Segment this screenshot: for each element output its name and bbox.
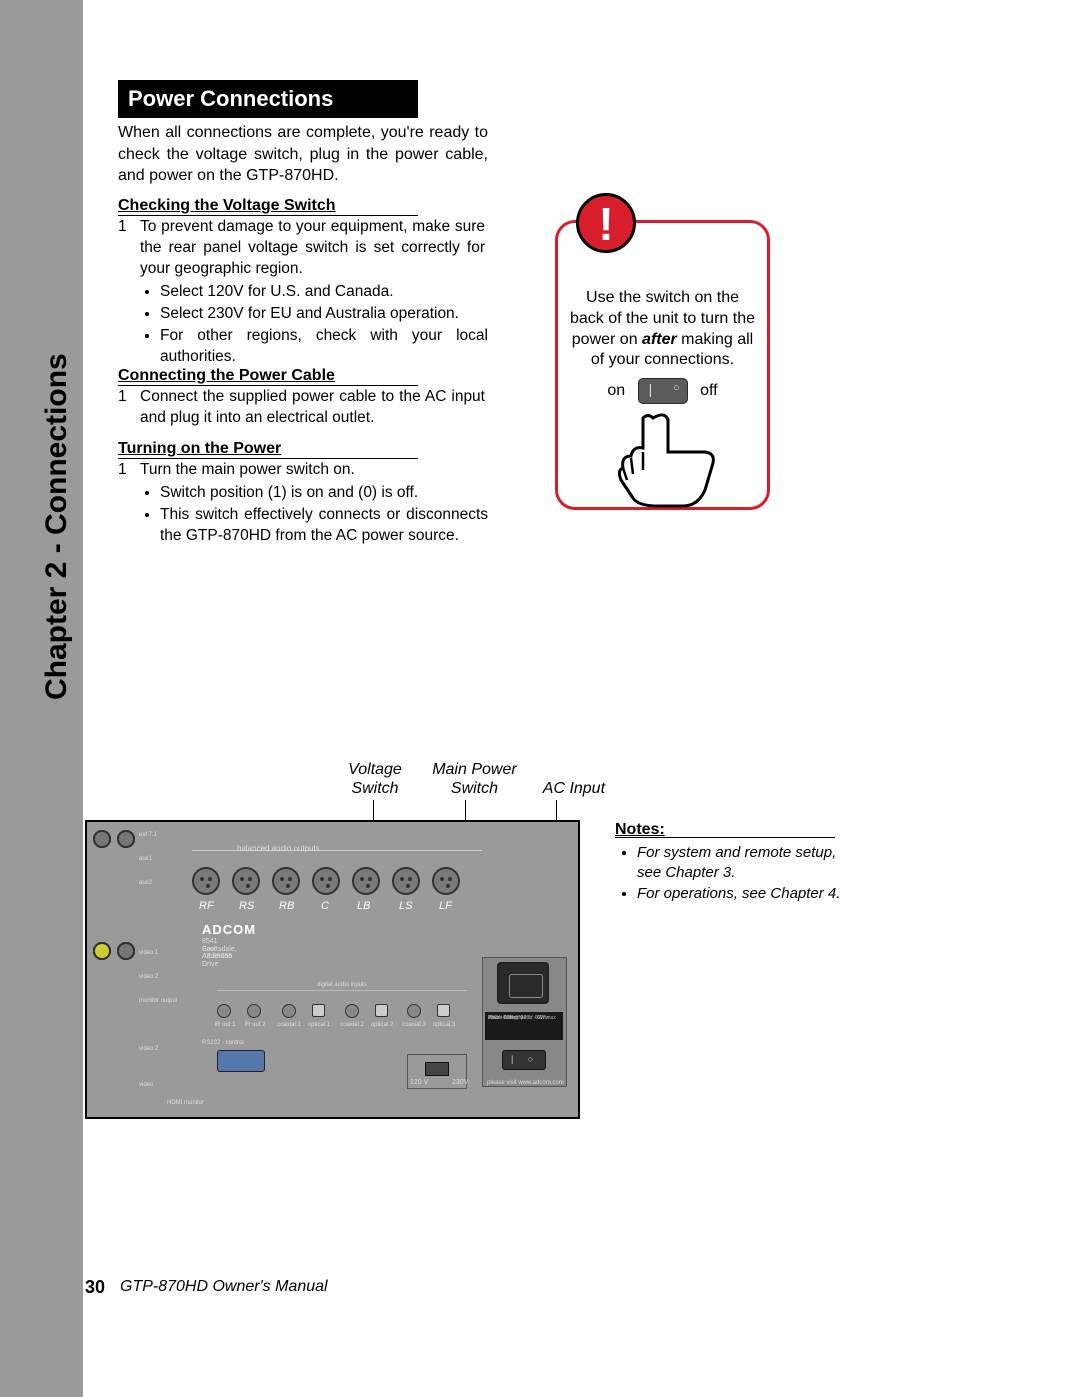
subheading-voltage: Checking the Voltage Switch — [118, 197, 418, 216]
step-text: Turn the main power switch on. — [140, 460, 485, 481]
hand-icon — [613, 408, 723, 508]
label-off: off — [700, 382, 718, 399]
footer-title: GTP-870HD Owner's Manual — [120, 1278, 328, 1296]
step-text: To prevent damage to your equipment, mak… — [140, 217, 485, 280]
section-title: Power Connections — [118, 80, 418, 118]
diagram-labels: Voltage Switch Main Power Switch AC Inpu… — [335, 760, 614, 798]
block-power: 1Turn the main power switch on. Switch p… — [118, 460, 488, 548]
exclamation-icon: ! — [576, 193, 636, 253]
xlr-connector-icon — [392, 867, 420, 895]
divider — [217, 990, 467, 991]
io-jack-icon — [345, 1004, 359, 1018]
side-label: video 2 — [139, 974, 158, 980]
step-number: 1 — [118, 387, 140, 408]
io-label: coaxial 1 — [274, 1022, 304, 1028]
side-label: aux2 — [139, 880, 152, 886]
rear-panel-diagram: balanced audio outputs ext 7.1 aux1 aux2… — [85, 820, 580, 1119]
label-230v: 230V — [452, 1079, 468, 1086]
brand-logo: ADCOM — [202, 922, 256, 937]
channel-label: C — [321, 900, 329, 912]
io-jack-icon — [282, 1004, 296, 1018]
bullet: Switch position (1) is on and (0) is off… — [160, 483, 488, 504]
io-label: coaxial 3 — [399, 1022, 429, 1028]
step-number: 1 — [118, 217, 140, 238]
bullet: This switch effectively connects or disc… — [160, 505, 488, 547]
xlr-connector-icon — [192, 867, 220, 895]
channel-label: RS — [239, 900, 254, 912]
side-label: HDMI monitor — [167, 1100, 204, 1106]
side-label: aux1 — [139, 856, 152, 862]
notes-item: For operations, see Chapter 4. — [637, 884, 845, 904]
block-voltage: 1To prevent damage to your equipment, ma… — [118, 217, 488, 368]
optical-jack-icon — [375, 1004, 388, 1017]
channel-label: LB — [357, 900, 370, 912]
switch-row: on off — [558, 378, 767, 404]
chapter-label: Chapter 2 - Connections — [40, 353, 74, 700]
io-label: optical 3 — [429, 1022, 459, 1028]
io-label: IR out 1 — [210, 1022, 240, 1028]
side-label: video — [139, 1082, 153, 1088]
bullet: For other regions, check with your local… — [160, 326, 488, 368]
vga-port-icon — [217, 1050, 265, 1072]
callout-after: after — [642, 331, 677, 348]
notes-rule — [615, 837, 835, 838]
url-label: please visit www.adcom.com — [487, 1080, 564, 1086]
side-label: ext 7.1 — [139, 832, 157, 838]
subheading-power: Turning on the Power — [118, 440, 418, 459]
iec-inlet-icon — [497, 962, 549, 1004]
io-jack-icon — [217, 1004, 231, 1018]
xlr-connector-icon — [312, 867, 340, 895]
xlr-connector-icon — [272, 867, 300, 895]
bullet: Select 230V for EU and Australia operati… — [160, 304, 488, 325]
io-label: IR out 2 — [240, 1022, 270, 1028]
notes-body: For system and remote setup, see Chapter… — [615, 843, 845, 904]
side-label: monitor output — [139, 998, 177, 1004]
block-cable: 1Connect the supplied power cable to the… — [118, 387, 488, 429]
label-balanced-outputs: balanced audio outputs — [237, 844, 320, 853]
notes-item: For system and remote setup, see Chapter… — [637, 843, 845, 884]
bullet: Select 120V for U.S. and Canada. — [160, 282, 488, 303]
xlr-connector-icon — [232, 867, 260, 895]
intro-paragraph: When all connections are complete, you'r… — [118, 122, 488, 187]
rating-plate: Model GTP-870 Power Rating: 120V - 60Hz … — [485, 1012, 563, 1040]
main-power-switch-icon — [502, 1050, 546, 1070]
optical-jack-icon — [437, 1004, 450, 1017]
divider — [192, 850, 482, 851]
io-jack-icon — [247, 1004, 261, 1018]
io-label: optical 1 — [304, 1022, 334, 1028]
label-on: on — [607, 382, 625, 399]
callout-text: Use the switch on the back of the unit t… — [568, 288, 757, 371]
channel-label: RB — [279, 900, 294, 912]
label-120v: 120 V — [410, 1079, 428, 1086]
channel-label: RF — [199, 900, 214, 912]
voltage-switch-icon — [425, 1062, 449, 1076]
plate-line: Power consumption: 60W max — [488, 1015, 556, 1021]
io-label: optical 2 — [367, 1022, 397, 1028]
side-label: video 1 — [139, 950, 158, 956]
step-text: Connect the supplied power cable to the … — [140, 387, 485, 429]
rocker-switch-icon — [638, 378, 688, 404]
label-voltage-switch: Voltage Switch — [335, 760, 415, 798]
io-jack-icon — [407, 1004, 421, 1018]
xlr-connector-icon — [352, 867, 380, 895]
rs232-label: RS232 - control — [202, 1040, 244, 1046]
xlr-connector-icon — [432, 867, 460, 895]
optical-jack-icon — [312, 1004, 325, 1017]
label-digital-inputs: digital audio inputs — [317, 982, 367, 988]
warning-callout: ! Use the switch on the back of the unit… — [555, 220, 770, 510]
label-ac-input: AC Input — [534, 779, 614, 798]
label-main-power-switch: Main Power Switch — [419, 760, 529, 798]
step-number: 1 — [118, 460, 140, 481]
page-number: 30 — [85, 1277, 105, 1298]
side-label: video 2 — [139, 1046, 158, 1052]
channel-label: LS — [399, 900, 412, 912]
channel-label: LF — [439, 900, 452, 912]
subheading-cable: Connecting the Power Cable — [118, 367, 418, 386]
io-label: coaxial 2 — [337, 1022, 367, 1028]
